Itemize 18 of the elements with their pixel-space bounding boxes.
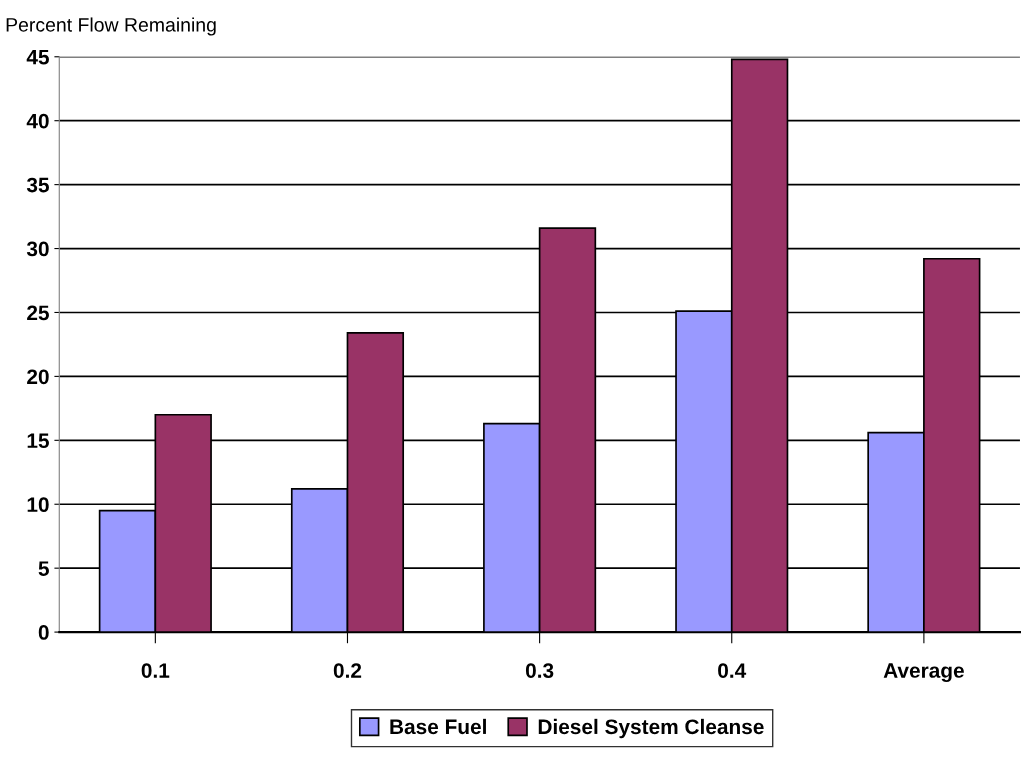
y-tick-label: 30 <box>26 241 49 257</box>
y-tick-label: 5 <box>38 561 49 576</box>
y-tick-label: 35 <box>26 177 49 193</box>
y-tick-label: 45 <box>26 49 49 65</box>
x-tick-label: 0.3 <box>525 663 554 678</box>
y-axis-title: Percent Flow Remaining <box>6 17 216 36</box>
x-tick-label: Average <box>883 663 964 683</box>
x-tick-label: 0.1 <box>141 663 170 678</box>
x-tick-label: 0.2 <box>333 663 362 678</box>
y-tick-label: 40 <box>26 113 49 129</box>
legend-label: Base Fuel <box>390 718 486 735</box>
legend-label: Diesel System Cleanse <box>538 718 764 739</box>
y-tick-label: 10 <box>27 497 49 512</box>
y-tick-label: 20 <box>27 369 49 385</box>
y-tick-label: 15 <box>27 433 49 449</box>
x-tick-label: 0.4 <box>718 663 747 678</box>
y-tick-label: 25 <box>27 305 49 321</box>
y-tick-label: 0 <box>38 625 49 640</box>
